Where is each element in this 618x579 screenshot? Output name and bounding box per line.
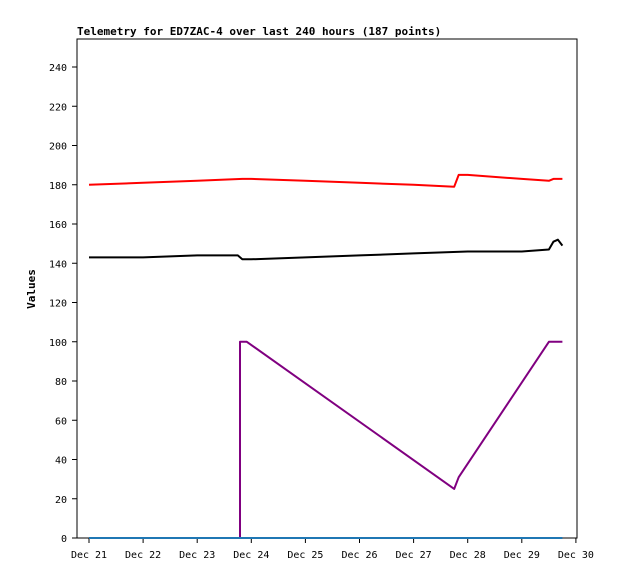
y-tick-label: 220 (49, 102, 67, 113)
series-line-3 (89, 340, 563, 539)
x-tick-label: Dec 26 (341, 550, 377, 561)
x-tick-label: Dec 25 (287, 550, 323, 561)
y-tick-label: 40 (55, 456, 67, 467)
y-axis-label: Values (25, 269, 38, 309)
y-tick-label: 240 (49, 63, 67, 74)
y-tick-label: 180 (49, 181, 67, 192)
y-tick-label: 140 (49, 259, 67, 270)
x-tick-label: Dec 30 (558, 550, 594, 561)
y-tick-label: 100 (49, 338, 67, 349)
y-tick-label: 60 (55, 416, 67, 427)
x-tick-label: Dec 21 (71, 550, 107, 561)
series-layer (88, 173, 564, 539)
y-tick-label: 80 (55, 377, 67, 388)
y-tick-label: 0 (61, 534, 67, 545)
x-tick-label: Dec 22 (125, 550, 161, 561)
plot-frame (76, 38, 578, 539)
y-tick-label: 160 (49, 220, 67, 231)
chart-title: Telemetry for ED7ZAC-4 over last 240 hou… (77, 25, 441, 38)
x-tick-label: Dec 23 (179, 550, 215, 561)
series-line-1 (88, 173, 563, 188)
series-line-2 (89, 238, 564, 261)
x-tick-label: Dec 24 (233, 550, 269, 561)
x-axis: Dec 21 Dec 22 Dec 23 Dec 24 Dec 25 Dec 26 Dec … (71, 538, 594, 561)
y-axis: 0 20 40 60 80 100 120 140 160 180 200 220 240 (49, 63, 77, 545)
y-tick-label: 120 (49, 299, 67, 310)
y-tick-label: 20 (55, 495, 67, 506)
y-tick-label: 200 (49, 142, 67, 153)
x-tick-label: Dec 27 (396, 550, 432, 561)
x-tick-label: Dec 29 (504, 550, 540, 561)
x-tick-label: Dec 28 (450, 550, 486, 561)
